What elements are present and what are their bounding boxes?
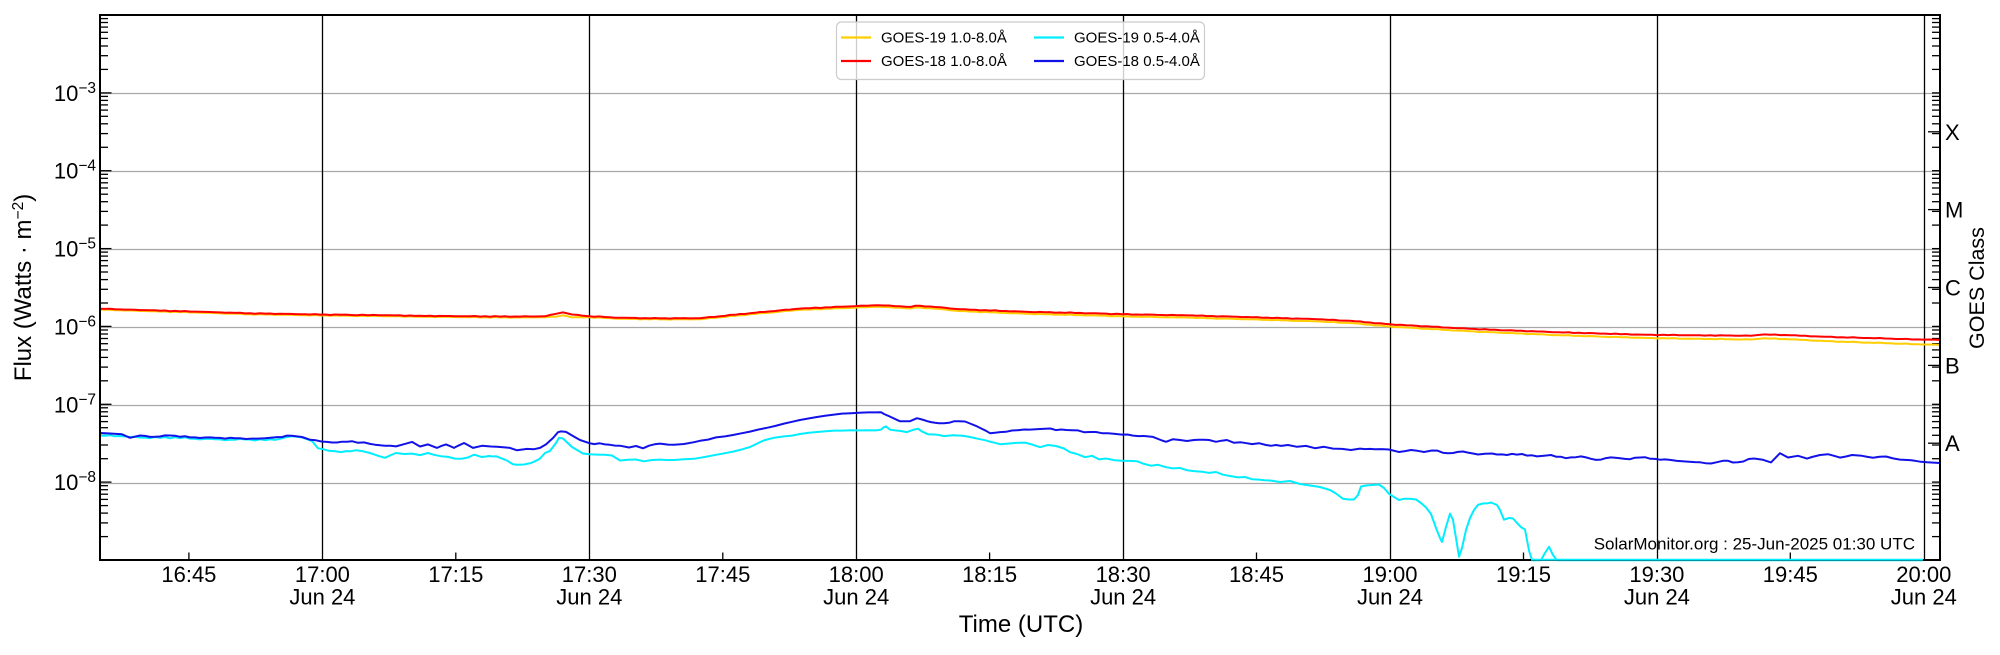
svg-text:19:45: 19:45 bbox=[1763, 562, 1818, 587]
svg-text:X: X bbox=[1945, 120, 1960, 145]
svg-text:10−7: 10−7 bbox=[54, 391, 96, 417]
svg-text:SolarMonitor.org : 25-Jun-2025: SolarMonitor.org : 25-Jun-2025 01:30 UTC bbox=[1594, 535, 1915, 554]
svg-text:17:30: 17:30 bbox=[562, 562, 617, 587]
svg-text:18:00: 18:00 bbox=[829, 562, 884, 587]
svg-text:18:45: 18:45 bbox=[1229, 562, 1284, 587]
svg-text:GOES-18 1.0-8.0Å: GOES-18 1.0-8.0Å bbox=[881, 53, 1007, 70]
svg-text:Jun 24: Jun 24 bbox=[823, 585, 889, 610]
svg-text:18:30: 18:30 bbox=[1096, 562, 1151, 587]
svg-text:Jun 24: Jun 24 bbox=[1891, 585, 1957, 610]
svg-text:Jun 24: Jun 24 bbox=[289, 585, 355, 610]
svg-text:Flux (Watts · m−2): Flux (Watts · m−2) bbox=[10, 194, 37, 381]
svg-text:M: M bbox=[1945, 198, 1963, 223]
svg-text:GOES-19 0.5-4.0Å: GOES-19 0.5-4.0Å bbox=[1074, 29, 1200, 46]
svg-text:GOES-19 1.0-8.0Å: GOES-19 1.0-8.0Å bbox=[881, 29, 1007, 46]
svg-text:16:45: 16:45 bbox=[161, 562, 216, 587]
svg-text:Time (UTC): Time (UTC) bbox=[959, 611, 1083, 638]
svg-text:C: C bbox=[1945, 276, 1961, 301]
svg-text:Jun 24: Jun 24 bbox=[1357, 585, 1423, 610]
svg-text:19:00: 19:00 bbox=[1362, 562, 1417, 587]
svg-text:17:15: 17:15 bbox=[428, 562, 483, 587]
svg-text:B: B bbox=[1945, 353, 1960, 378]
svg-text:17:45: 17:45 bbox=[695, 562, 750, 587]
svg-text:Jun 24: Jun 24 bbox=[1624, 585, 1690, 610]
svg-text:19:15: 19:15 bbox=[1496, 562, 1551, 587]
svg-text:18:15: 18:15 bbox=[962, 562, 1017, 587]
svg-text:A: A bbox=[1945, 431, 1960, 456]
svg-text:Jun 24: Jun 24 bbox=[556, 585, 622, 610]
svg-text:GOES-18 0.5-4.0Å: GOES-18 0.5-4.0Å bbox=[1074, 53, 1200, 70]
svg-text:17:00: 17:00 bbox=[295, 562, 350, 587]
svg-text:20:00: 20:00 bbox=[1896, 562, 1951, 587]
svg-text:Jun 24: Jun 24 bbox=[1090, 585, 1156, 610]
svg-text:19:30: 19:30 bbox=[1629, 562, 1684, 587]
svg-text:GOES Class: GOES Class bbox=[1965, 227, 1989, 349]
svg-text:10−3: 10−3 bbox=[54, 80, 96, 106]
